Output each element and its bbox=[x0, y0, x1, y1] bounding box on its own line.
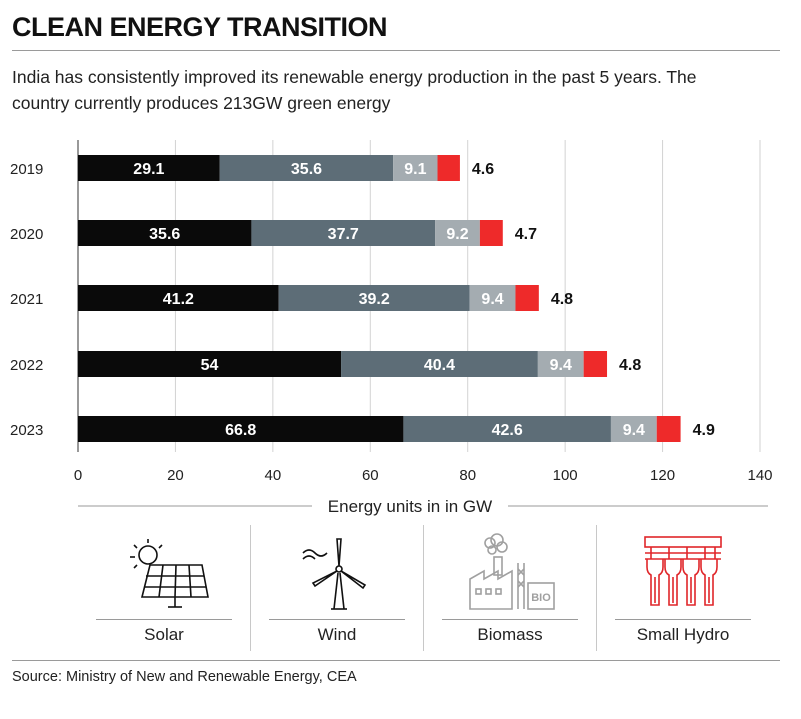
bar-small-hydro bbox=[515, 285, 539, 311]
data-label: 4.9 bbox=[693, 422, 715, 439]
data-label: 40.4 bbox=[424, 357, 455, 374]
data-label: 4.7 bbox=[515, 226, 537, 243]
legend: Solar Wind bbox=[78, 523, 768, 653]
bar-small-hydro bbox=[583, 351, 608, 377]
legend-label-biomass: Biomass bbox=[477, 625, 543, 644]
x-tick-label: 120 bbox=[650, 467, 675, 484]
y-tick-label: 2020 bbox=[10, 226, 43, 243]
data-label: 35.6 bbox=[149, 226, 180, 243]
data-label: 35.6 bbox=[291, 161, 322, 178]
y-tick-label: 2022 bbox=[10, 357, 43, 374]
chart-title: CLEAN ENERGY TRANSITION bbox=[12, 12, 388, 42]
data-label: 66.8 bbox=[225, 422, 256, 439]
hydro-dam-icon bbox=[644, 536, 722, 606]
legend-item-solar: Solar bbox=[78, 523, 250, 653]
legend-item-small-hydro: Small Hydro bbox=[597, 523, 769, 653]
bar-wind bbox=[341, 351, 538, 377]
bar-small-hydro bbox=[656, 416, 681, 442]
bar-wind bbox=[219, 155, 394, 181]
legend-item-wind: Wind bbox=[251, 523, 423, 653]
legend-label-solar: Solar bbox=[144, 625, 184, 644]
footer-divider bbox=[12, 660, 780, 661]
title-divider bbox=[12, 50, 780, 51]
data-label: 39.2 bbox=[359, 291, 390, 308]
data-label: 37.7 bbox=[328, 226, 359, 243]
legend-label-small-hydro: Small Hydro bbox=[636, 625, 730, 644]
data-label: 54 bbox=[201, 357, 219, 374]
x-axis-title: Energy units in in GW bbox=[328, 497, 492, 516]
chart-subtitle: India has consistently improved its rene… bbox=[12, 67, 697, 113]
bar-biomass bbox=[469, 285, 516, 311]
legend-underline bbox=[96, 619, 232, 620]
bar-solar bbox=[78, 285, 279, 311]
data-label: 4.8 bbox=[619, 357, 641, 374]
bar-wind bbox=[251, 220, 436, 246]
legend-label-wind: Wind bbox=[317, 625, 357, 644]
x-tick-label: 140 bbox=[747, 467, 772, 484]
source-note: Source: Ministry of New and Renewable En… bbox=[12, 669, 357, 685]
data-label: 9.4 bbox=[481, 291, 503, 308]
bar-solar bbox=[78, 351, 342, 377]
bar-biomass bbox=[610, 416, 657, 442]
data-label: 41.2 bbox=[163, 291, 194, 308]
bar-solar bbox=[78, 155, 220, 181]
data-label: 29.1 bbox=[133, 161, 164, 178]
legend-separator bbox=[423, 525, 424, 651]
bar-small-hydro bbox=[479, 220, 503, 246]
stacked-bar-chart: 0 20 40 60 80 100 120 140 29.1 35.6 9.1 4.6 35.6 37.… bbox=[10, 140, 773, 516]
legend-separator bbox=[596, 525, 597, 651]
y-axis-labels: 2019 2020 2021 2022 2023 bbox=[10, 161, 43, 439]
x-tick-label: 60 bbox=[362, 467, 379, 484]
data-label: 4.8 bbox=[551, 291, 573, 308]
bars bbox=[78, 155, 681, 442]
data-labels: 29.1 35.6 9.1 4.6 35.6 37.7 9.2 4.7 41.2 39.2 9.4 4… bbox=[133, 161, 715, 439]
solar-panel-icon bbox=[130, 539, 209, 608]
data-label: 4.6 bbox=[472, 161, 494, 178]
data-label: 42.6 bbox=[492, 422, 523, 439]
x-axis: 0 20 40 60 80 100 120 140 bbox=[74, 467, 773, 484]
bar-biomass bbox=[537, 351, 584, 377]
biomass-icon-text: BIO bbox=[531, 592, 551, 604]
bar-solar bbox=[78, 416, 404, 442]
wind-turbine-icon bbox=[302, 538, 367, 610]
bar-wind bbox=[278, 285, 470, 311]
x-tick-label: 40 bbox=[265, 467, 282, 484]
legend-underline bbox=[442, 619, 578, 620]
y-tick-label: 2023 bbox=[10, 422, 43, 439]
bar-biomass bbox=[393, 155, 438, 181]
legend-underline bbox=[615, 619, 751, 620]
bar-wind bbox=[403, 416, 611, 442]
biomass-factory-icon: BIO bbox=[469, 533, 555, 610]
x-tick-label: 20 bbox=[167, 467, 184, 484]
bar-biomass bbox=[435, 220, 480, 246]
data-label: 9.4 bbox=[550, 357, 572, 374]
legend-underline bbox=[269, 619, 405, 620]
x-tick-label: 100 bbox=[553, 467, 578, 484]
data-label: 9.2 bbox=[446, 226, 468, 243]
x-tick-label: 80 bbox=[459, 467, 476, 484]
bar-small-hydro bbox=[437, 155, 460, 181]
bar-solar bbox=[78, 220, 252, 246]
y-tick-label: 2019 bbox=[10, 161, 43, 178]
data-label: 9.1 bbox=[404, 161, 426, 178]
legend-separator bbox=[250, 525, 251, 651]
legend-item-biomass: BIO Biomass bbox=[424, 523, 596, 653]
data-label: 9.4 bbox=[623, 422, 645, 439]
x-tick-label: 0 bbox=[74, 467, 82, 484]
y-tick-label: 2021 bbox=[10, 291, 43, 308]
